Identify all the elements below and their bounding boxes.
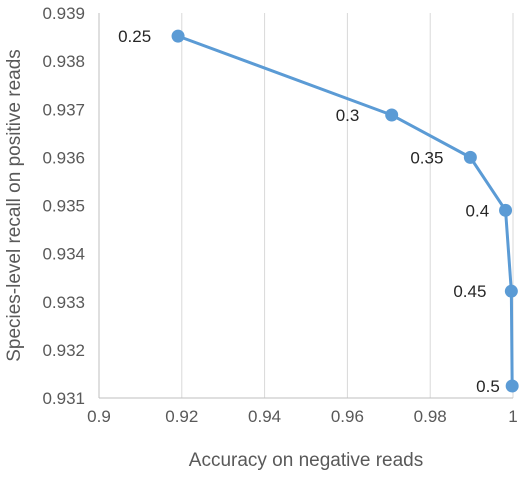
grid-lines xyxy=(98,13,514,398)
x-tick-label: 0.98 xyxy=(414,407,447,426)
series-line xyxy=(177,34,514,386)
x-tick-labels: 0.9 0.92 0.94 0.96 0.98 1 xyxy=(87,407,518,426)
data-label: 0.3 xyxy=(336,106,360,125)
y-tick-label: 0.939 xyxy=(42,4,85,23)
x-tick-label: 0.96 xyxy=(331,407,364,426)
y-axis-title: Species-level recall on positive reads xyxy=(4,49,25,362)
y-tick-label: 0.936 xyxy=(42,148,85,167)
x-axis-title: Accuracy on negative reads xyxy=(189,450,423,471)
data-series xyxy=(171,29,519,393)
data-point xyxy=(385,108,399,122)
y-tick-label: 0.932 xyxy=(42,341,85,360)
data-label: 0.5 xyxy=(476,377,500,396)
y-tick-label: 0.937 xyxy=(42,100,85,119)
data-point xyxy=(463,150,477,164)
data-label: 0.4 xyxy=(466,201,490,220)
data-label: 0.45 xyxy=(453,282,486,301)
y-tick-label: 0.931 xyxy=(42,389,85,408)
y-tick-labels: 0.931 0.932 0.933 0.934 0.935 0.936 0.937 0.938… xyxy=(42,4,85,408)
data-point xyxy=(504,284,518,298)
x-tick-label: 0.94 xyxy=(248,407,281,426)
x-tick-label: 1 xyxy=(508,407,517,426)
y-tick-label: 0.933 xyxy=(42,293,85,312)
y-tick-label: 0.935 xyxy=(42,197,85,216)
y-tick-label: 0.934 xyxy=(42,245,85,264)
data-point xyxy=(171,29,185,43)
data-point xyxy=(499,203,513,217)
point-labels: 0.25 0.3 0.35 0.4 0.45 0.5 xyxy=(118,27,500,396)
x-tick-label: 0.9 xyxy=(87,407,111,426)
axes xyxy=(98,13,513,399)
data-label: 0.25 xyxy=(118,27,151,46)
y-tick-label: 0.938 xyxy=(42,52,85,71)
x-tick-label: 0.92 xyxy=(165,407,198,426)
data-label: 0.35 xyxy=(410,148,443,167)
data-point xyxy=(505,379,519,393)
